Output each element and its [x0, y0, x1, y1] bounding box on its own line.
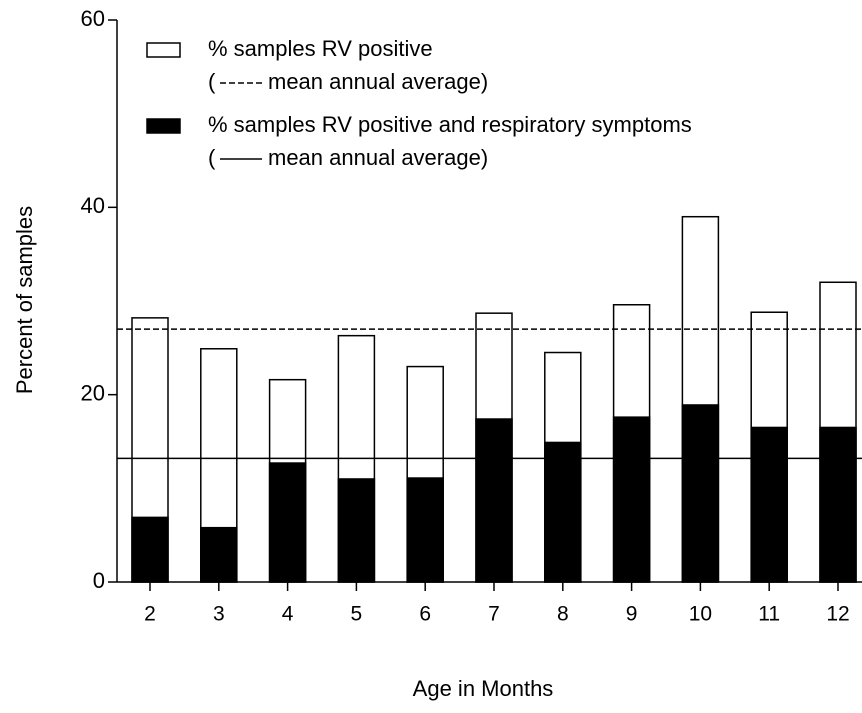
x-tick-label: 12	[826, 603, 849, 626]
x-tick-label: 7	[488, 603, 500, 626]
x-tick-label: 10	[689, 603, 712, 626]
legend-label: % samples RV positive	[208, 36, 433, 61]
bar	[406, 477, 444, 583]
x-tick-label: 4	[282, 603, 294, 626]
x-tick-label: 9	[626, 603, 638, 626]
bar	[268, 462, 307, 583]
x-tick-label: 6	[419, 603, 431, 626]
legend-label: % samples RV positive and respiratory sy…	[208, 112, 692, 137]
legend-note: (	[208, 69, 216, 94]
x-tick-label: 3	[213, 603, 225, 626]
bar	[612, 416, 651, 583]
legend-note: mean annual average)	[268, 145, 488, 170]
legend-note: (	[208, 145, 216, 170]
bar	[544, 441, 582, 583]
bar	[750, 426, 788, 583]
bar	[475, 418, 513, 583]
x-axis-label: Age in Months	[413, 676, 554, 701]
bar	[819, 426, 857, 583]
y-tick-label: 20	[81, 380, 105, 405]
legend-swatch	[146, 118, 181, 134]
bar	[200, 526, 238, 583]
y-tick-label: 40	[81, 193, 105, 218]
legend-swatch	[146, 42, 181, 58]
x-tick-label: 8	[557, 603, 569, 626]
y-tick-label: 60	[81, 6, 105, 31]
bar	[681, 404, 720, 583]
x-tick-label: 11	[758, 603, 780, 626]
x-tick-label: 2	[144, 603, 156, 626]
x-tick-label: 5	[351, 603, 363, 626]
y-tick-label: 0	[93, 568, 105, 593]
y-axis-label: Percent of samples	[12, 206, 37, 394]
legend-note: mean annual average)	[268, 69, 488, 94]
bar	[337, 478, 376, 583]
bar	[131, 516, 169, 583]
